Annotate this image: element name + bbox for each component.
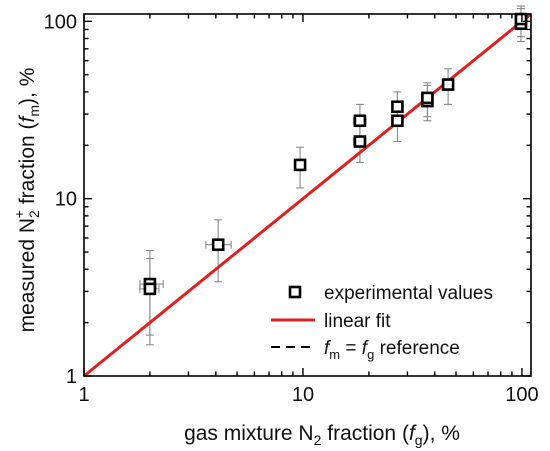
x-tick-label: 10 — [292, 384, 314, 406]
data-point — [421, 91, 434, 105]
y-tick-label: 1 — [66, 366, 77, 388]
y-tick-label: 10 — [55, 189, 77, 211]
fit-line — [83, 12, 532, 378]
legend-label-experimental: experimental values — [324, 283, 493, 304]
data-point — [391, 100, 404, 114]
x-tick-label: 1 — [78, 384, 89, 406]
y-tick-label: 100 — [44, 11, 77, 33]
data-point — [391, 114, 404, 128]
axis-ticks — [83, 14, 531, 377]
data-markers — [143, 12, 528, 296]
x-tick-label: 100 — [505, 384, 538, 406]
data-point — [293, 158, 307, 172]
legend-marker-square — [288, 285, 302, 299]
data-point — [353, 114, 367, 128]
legend-label-fit: linear fit — [324, 311, 391, 332]
data-point — [514, 12, 528, 26]
x-axis-label: gas mixture N2 fraction (fg), % — [184, 422, 460, 448]
data-point — [143, 282, 157, 296]
y-axis-label: measured N2+ fraction (fm), % — [11, 68, 42, 333]
data-point — [353, 135, 367, 148]
legend: experimental values linear fit fm = fg r… — [271, 283, 493, 362]
data-point — [441, 78, 455, 91]
data-point — [211, 238, 225, 252]
plot-frame — [83, 13, 532, 377]
legend-label-reference: fm = fg reference — [324, 338, 460, 362]
tick-labels: 1 10 100 1 10 100 — [44, 11, 539, 406]
